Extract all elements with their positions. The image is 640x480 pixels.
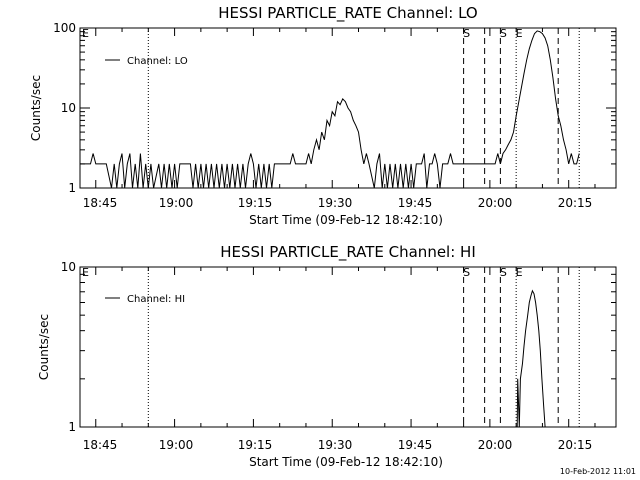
y-tick-label: 1 — [68, 420, 76, 434]
x-tick-label: 19:30 — [318, 196, 353, 210]
legend-label: Channel: LO — [127, 56, 188, 67]
x-tick-label: 20:00 — [478, 438, 513, 452]
y-tick-label: 10 — [61, 101, 76, 115]
event-marker-label: S — [500, 266, 507, 279]
x-tick-label: 19:45 — [398, 438, 433, 452]
x-tick-label: 18:45 — [83, 438, 118, 452]
x-tick-label: 19:00 — [159, 196, 194, 210]
legend: Channel: LO — [105, 56, 188, 67]
x-tick-label: 20:15 — [558, 438, 593, 452]
y-tick-label: 1 — [68, 181, 76, 195]
y-tick-label: 10 — [61, 260, 76, 274]
x-tick-label: 19:45 — [398, 196, 433, 210]
x-tick-label: 19:15 — [238, 196, 273, 210]
event-marker-label: E — [82, 27, 89, 40]
panel-hi: HESSI PARTICLE_RATE Channel: HI Counts/s… — [37, 243, 617, 469]
legend: Channel: HI — [105, 294, 185, 305]
x-tick-label: 18:45 — [83, 196, 118, 210]
plot-frame — [79, 266, 617, 428]
event-marker-label: S — [463, 27, 470, 40]
chart-title: HESSI PARTICLE_RATE Channel: LO — [218, 4, 477, 23]
x-tick-label: 20:00 — [478, 196, 513, 210]
y-tick-label: 100 — [53, 21, 76, 35]
x-tick-label: 20:15 — [558, 196, 593, 210]
x-axis-label: Start Time (09-Feb-12 18:42:10) — [249, 213, 443, 227]
event-marker-label: S — [500, 27, 507, 40]
x-tick-label: 19:00 — [159, 438, 194, 452]
series-line-hi — [516, 289, 546, 428]
chart-title: HESSI PARTICLE_RATE Channel: HI — [220, 243, 476, 262]
timestamp: 10-Feb-2012 11:01 — [560, 467, 636, 476]
panel-lo: HESSI PARTICLE_RATE Channel: LO Counts/s… — [29, 4, 617, 227]
y-axis-label: Counts/sec — [29, 75, 43, 141]
y-axis-label: Counts/sec — [37, 314, 51, 380]
event-marker-label: E — [516, 27, 523, 40]
x-axis-label: Start Time (09-Feb-12 18:42:10) — [249, 455, 443, 469]
series-line-lo — [80, 30, 580, 189]
axis-ticks — [80, 266, 616, 428]
event-marker-label: S — [463, 266, 470, 279]
event-marker-label: E — [82, 266, 89, 279]
x-tick-label: 19:15 — [238, 438, 273, 452]
x-tick-label: 19:30 — [318, 438, 353, 452]
event-marker-label: E — [516, 266, 523, 279]
legend-label: Channel: HI — [127, 294, 185, 305]
axis-ticks — [80, 27, 616, 189]
